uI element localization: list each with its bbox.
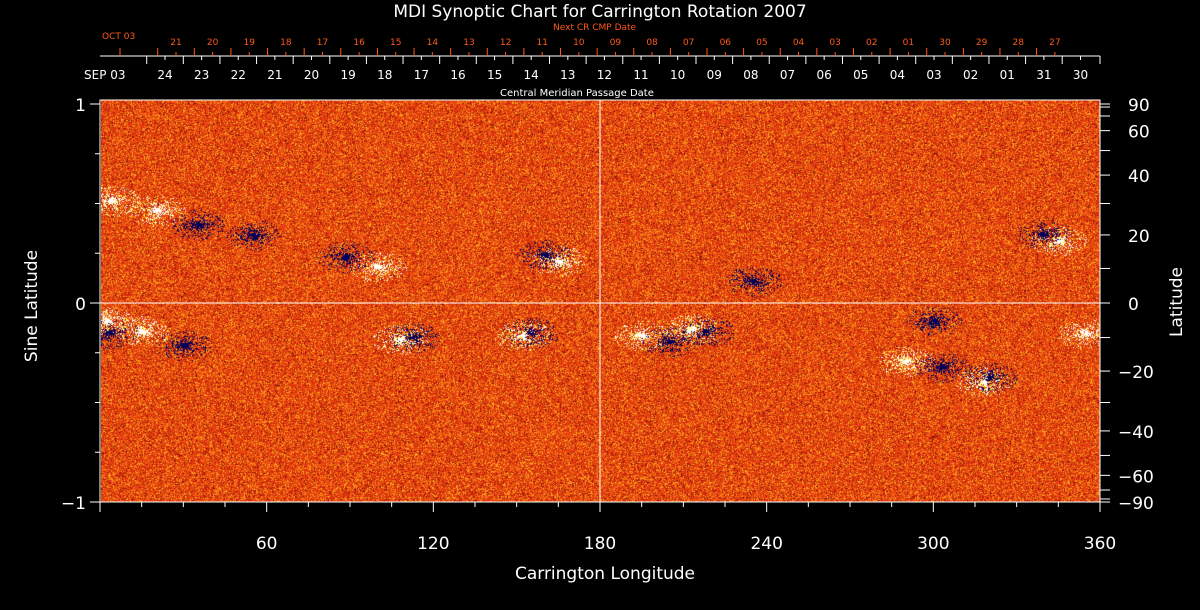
top-axis-date: 11 [633, 68, 648, 82]
top-axis-date: 24 [157, 68, 172, 82]
next-axis-date: 01 [903, 38, 914, 48]
top-axis-date: 20 [304, 68, 319, 82]
y2-tick-label: 60 [1128, 123, 1150, 143]
x-tick-label: 240 [750, 534, 782, 554]
next-axis-date: 03 [829, 38, 840, 48]
x-tick-label: 360 [1084, 534, 1116, 554]
next-axis-date: 20 [207, 38, 219, 48]
chart-title: MDI Synoptic Chart for Carrington Rotati… [393, 2, 807, 22]
next-axis-date: 12 [500, 38, 511, 48]
next-axis-date: 30 [939, 38, 951, 48]
next-axis-date: 17 [317, 38, 328, 48]
top-axis-date: 13 [560, 68, 575, 82]
next-axis-date: 27 [1049, 38, 1060, 48]
top-axis-date: 23 [194, 68, 209, 82]
next-axis-start-label: OCT 03 [102, 32, 136, 42]
top-axis-date: 01 [1000, 68, 1015, 82]
y-axis-label: Sine Latitude [22, 249, 42, 363]
top-axis-date: 17 [414, 68, 429, 82]
next-axis-date: 08 [646, 38, 658, 48]
top-axis-date: 08 [743, 68, 758, 82]
y2-axis-label: Latitude [1167, 267, 1187, 337]
x-tick-label: 60 [256, 534, 278, 554]
y2-tick-label: −40 [1118, 423, 1154, 443]
y-tick-label: 0 [75, 295, 86, 315]
y2-tick-label: 90 [1128, 96, 1150, 116]
next-axis-date: 10 [573, 38, 585, 48]
next-axis-date: 11 [536, 38, 547, 48]
top-axis-date: 03 [926, 68, 941, 82]
next-axis-date: 07 [683, 38, 694, 48]
next-axis-label: Next CR CMP Date [553, 23, 637, 33]
top-axis-date: 09 [707, 68, 722, 82]
top-axis-date: 12 [597, 68, 612, 82]
x-tick-label: 300 [917, 534, 949, 554]
top-axis-date: 31 [1036, 68, 1051, 82]
top-axis-date: 05 [853, 68, 868, 82]
next-axis-date: 13 [463, 38, 474, 48]
next-axis-date: 15 [390, 38, 401, 48]
top-axis-date: 04 [890, 68, 905, 82]
y-tick-label: −1 [61, 494, 86, 514]
x-tick-label: 180 [584, 534, 616, 554]
next-axis-date: 16 [353, 38, 365, 48]
y2-tick-label: −90 [1118, 494, 1154, 514]
top-axis-start-label: SEP 03 [84, 68, 126, 82]
next-axis-date: 18 [280, 38, 292, 48]
top-axis-date: 21 [267, 68, 282, 82]
next-axis-date: 06 [720, 38, 732, 48]
top-axis-date: 18 [377, 68, 392, 82]
top-axis-date: 02 [963, 68, 978, 82]
top-axis-label: Central Meridian Passage Date [500, 88, 654, 99]
y2-tick-label: 0 [1128, 295, 1139, 315]
next-axis-date: 09 [610, 38, 622, 48]
next-axis-date: 02 [866, 38, 877, 48]
x-axis-label: Carrington Longitude [514, 564, 696, 584]
y-tick-label: 1 [75, 96, 86, 116]
top-axis-date: 15 [487, 68, 502, 82]
next-axis-date: 29 [976, 38, 988, 48]
y2-tick-label: 20 [1128, 227, 1150, 247]
next-axis-date: 05 [756, 38, 767, 48]
top-axis-date: 10 [670, 68, 685, 82]
next-axis-date: 21 [170, 38, 181, 48]
next-axis-date: 19 [244, 38, 256, 48]
y2-tick-label: −60 [1118, 467, 1154, 487]
top-axis-date: 16 [450, 68, 465, 82]
top-axis-date: 14 [524, 68, 539, 82]
y2-tick-label: 40 [1128, 167, 1150, 187]
x-tick-label: 120 [417, 534, 449, 554]
next-axis-date: 04 [793, 38, 805, 48]
top-axis-date: 22 [231, 68, 246, 82]
top-axis-date: 30 [1073, 68, 1088, 82]
next-axis-date: 14 [427, 38, 439, 48]
top-axis-date: 07 [780, 68, 795, 82]
next-axis-date: 28 [1013, 38, 1025, 48]
top-axis-date: 19 [340, 68, 355, 82]
top-axis-date: 06 [817, 68, 832, 82]
y2-tick-label: −20 [1118, 363, 1154, 383]
